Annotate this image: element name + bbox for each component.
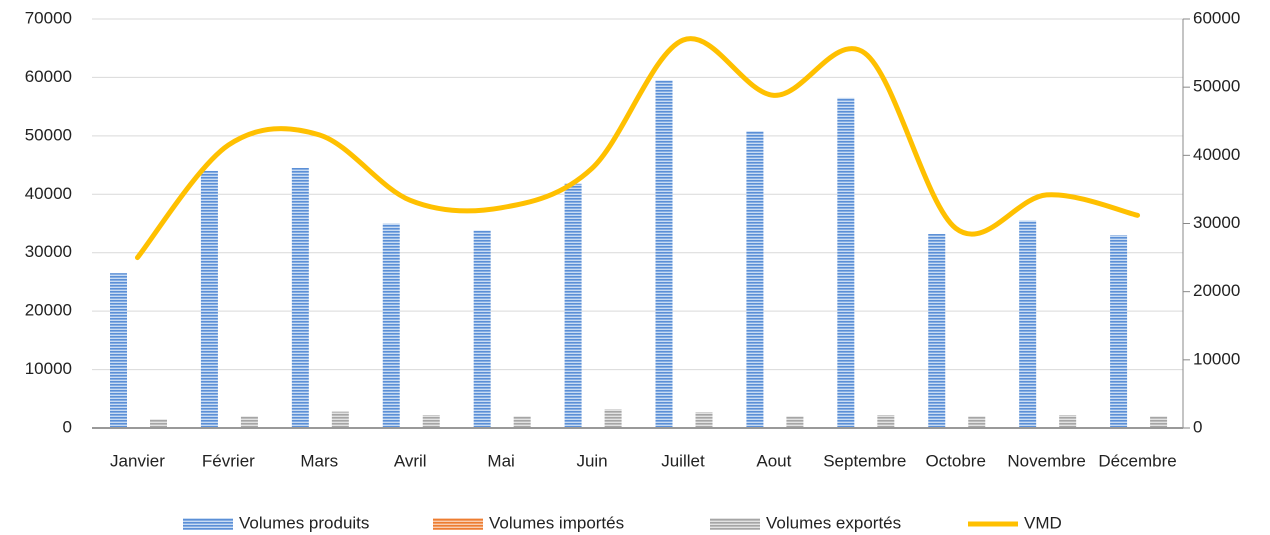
- y2-tick-label: 50000: [1193, 77, 1240, 96]
- bar: [1019, 220, 1037, 428]
- bar: [1059, 415, 1077, 428]
- bar: [422, 415, 440, 428]
- bar: [110, 273, 127, 428]
- legend-swatch: [183, 518, 233, 530]
- x-tick-label: Février: [202, 451, 255, 470]
- y2-tick-label: 30000: [1193, 213, 1240, 232]
- x-tick-label: Décembre: [1098, 451, 1176, 470]
- bar: [382, 223, 400, 428]
- x-tick-label: Mars: [300, 451, 338, 470]
- x-tick-label: Octobre: [925, 451, 985, 470]
- y-tick-label: 70000: [25, 8, 72, 27]
- bar: [968, 416, 986, 428]
- bar: [604, 409, 622, 428]
- y-tick-label: 40000: [25, 184, 72, 203]
- line: [134, 36, 1141, 261]
- y-tick-label: 30000: [25, 242, 72, 261]
- bar: [1110, 235, 1128, 428]
- legend-label: Volumes produits: [239, 513, 369, 532]
- bar: [331, 411, 349, 428]
- y-tick-label: 60000: [25, 67, 72, 86]
- y-tick-label: 20000: [25, 301, 72, 320]
- y2-tick-label: 0: [1193, 417, 1202, 436]
- bar: [655, 80, 673, 428]
- legend-label: Volumes exportés: [766, 513, 901, 532]
- x-tick-label: Mai: [487, 451, 514, 470]
- x-tick-label: Juin: [576, 451, 607, 470]
- legend-label: VMD: [1024, 513, 1062, 532]
- x-tick-label: Aout: [756, 451, 791, 470]
- bar: [877, 415, 895, 428]
- bar: [746, 131, 764, 428]
- y2-tick-label: 10000: [1193, 349, 1240, 368]
- bar: [1150, 416, 1168, 428]
- x-tick-label: Septembre: [823, 451, 906, 470]
- x-tick-label: Juillet: [661, 451, 705, 470]
- y-tick-label: 10000: [25, 359, 72, 378]
- bar: [837, 97, 855, 428]
- x-tick-label: Avril: [394, 451, 427, 470]
- legend-swatch: [710, 518, 760, 530]
- bar: [473, 230, 491, 428]
- legend-label: Volumes importés: [489, 513, 624, 532]
- y-tick-label: 50000: [25, 125, 72, 144]
- bar: [695, 412, 713, 428]
- bar: [513, 416, 531, 428]
- y2-tick-label: 60000: [1193, 8, 1240, 27]
- x-tick-label: Janvier: [110, 451, 165, 470]
- bar: [291, 167, 309, 428]
- y2-tick-label: 40000: [1193, 145, 1240, 164]
- bar: [200, 170, 218, 428]
- bar: [240, 416, 258, 428]
- legend-swatch: [433, 518, 483, 530]
- y2-tick-label: 20000: [1193, 281, 1240, 300]
- bar: [150, 419, 167, 428]
- x-tick-label: Novembre: [1007, 451, 1085, 470]
- bar: [928, 234, 946, 428]
- bar: [564, 183, 582, 428]
- y-tick-label: 0: [63, 417, 72, 436]
- bar: [786, 416, 804, 428]
